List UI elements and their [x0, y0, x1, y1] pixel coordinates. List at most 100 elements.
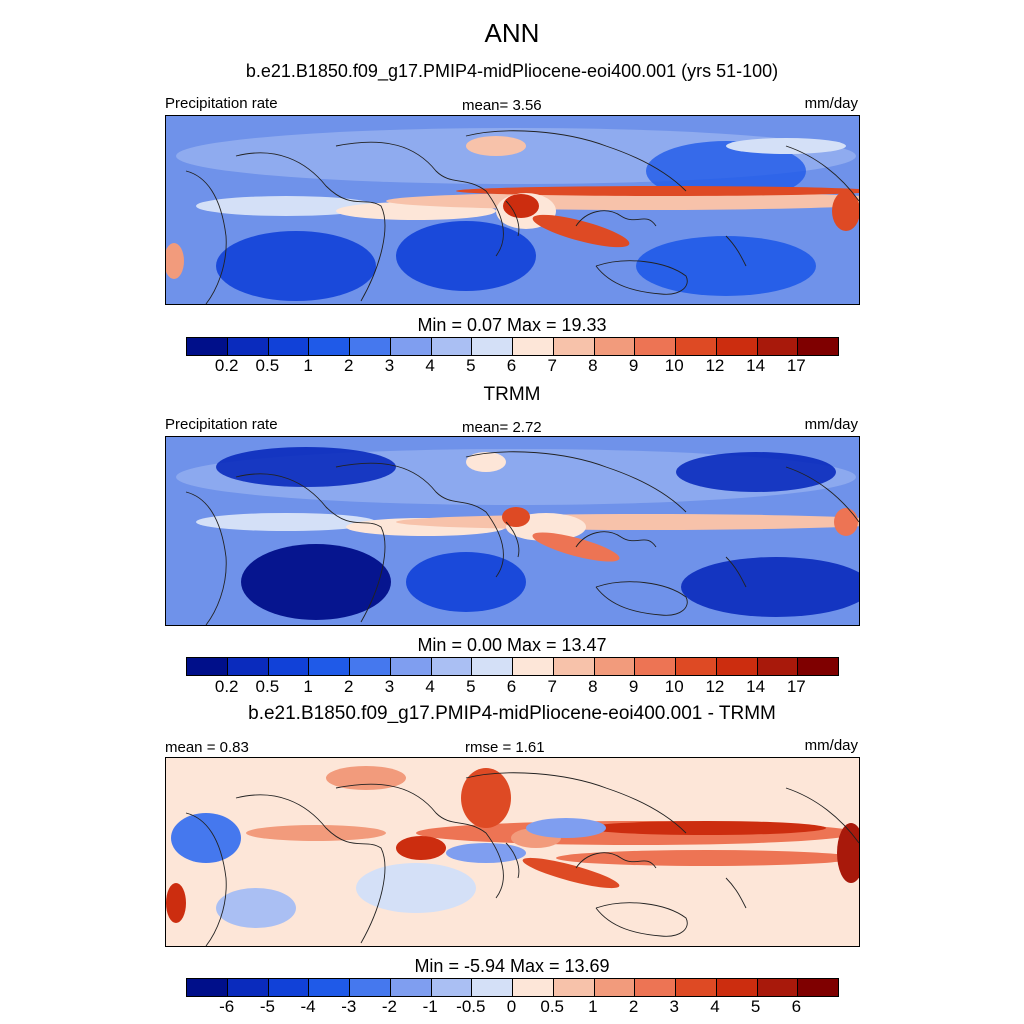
- coastline: [725, 877, 747, 909]
- precip-region: [832, 191, 859, 231]
- colorbar-swatch: [798, 658, 838, 675]
- precip-region: [396, 221, 536, 291]
- colorbar-tick-label: 9: [628, 677, 639, 696]
- colorbar-tick-label: 6: [506, 677, 517, 696]
- precip-region: [503, 194, 539, 218]
- coastline: [505, 200, 520, 237]
- colorbar-swatch: [757, 658, 799, 675]
- panel1-variable-label: Precipitation rate: [165, 95, 278, 112]
- panel2-units-label: mm/day: [804, 416, 858, 433]
- colorbar-tick-label: 5: [466, 356, 476, 375]
- precip-region: [526, 818, 606, 838]
- precip-region: [461, 768, 511, 828]
- colorbar-tick-label: -4: [300, 997, 316, 1016]
- precip-region: [556, 850, 856, 866]
- case-title: b.e21.B1850.f09_g17.PMIP4-midPliocene-eo…: [245, 61, 779, 81]
- colorbar-tick-label: 17: [786, 677, 806, 696]
- colorbar-swatch: [472, 658, 513, 675]
- precip-region: [646, 141, 806, 201]
- colorbar-tick-label: 14: [746, 356, 766, 375]
- colorbar-swatch: [187, 979, 228, 996]
- panel3-colorbar: [186, 978, 839, 997]
- colorbar-tick-label: 3: [384, 356, 395, 375]
- precip-region: [196, 513, 376, 531]
- colorbar-tick-label: -1: [422, 997, 438, 1016]
- colorbar-tick-label: 6: [506, 356, 517, 375]
- map-svg: [166, 116, 859, 304]
- colorbar-swatch: [472, 338, 513, 355]
- colorbar-swatch: [513, 658, 554, 675]
- colorbar-swatch: [431, 658, 473, 675]
- coastline: [595, 581, 688, 616]
- coastline: [575, 852, 657, 869]
- colorbar-tick-label: 5: [466, 677, 476, 696]
- colorbar-tick-label: 2: [344, 677, 354, 696]
- coastline: [465, 772, 687, 834]
- precip-region: [246, 825, 386, 841]
- colorbar-swatch: [390, 658, 432, 675]
- coastline: [505, 521, 520, 558]
- colorbar-tick-label: 4: [710, 997, 720, 1016]
- colorbar-tick-label: 14: [746, 677, 766, 696]
- panel2-title: TRMM: [483, 384, 541, 405]
- precip-region: [446, 843, 526, 863]
- colorbar-swatch: [268, 658, 310, 675]
- colorbar-swatch: [187, 338, 228, 355]
- colorbar-swatch: [553, 979, 595, 996]
- colorbar-tick-label: -3: [341, 997, 357, 1016]
- colorbar-swatch: [635, 338, 676, 355]
- colorbar-swatch: [635, 979, 676, 996]
- colorbar-tick-label: 3: [669, 997, 679, 1016]
- colorbar-swatch: [268, 338, 310, 355]
- colorbar-tick-label: 8: [588, 356, 598, 375]
- coastline: [185, 491, 227, 625]
- colorbar-tick-label: 10: [664, 356, 684, 375]
- colorbar-swatch: [390, 338, 432, 355]
- colorbar-swatch: [350, 338, 391, 355]
- colorbar-swatch: [390, 979, 432, 996]
- precip-region: [216, 231, 376, 301]
- precip-region: [241, 544, 391, 620]
- precip-region: [837, 823, 859, 883]
- precip-region: [456, 186, 859, 196]
- colorbar-swatch: [350, 979, 391, 996]
- colorbar-tick-label: -2: [381, 997, 397, 1016]
- panel2-precip-map: [165, 436, 860, 626]
- precip-region: [166, 243, 184, 279]
- colorbar-swatch: [716, 338, 758, 355]
- coastline: [505, 842, 520, 879]
- colorbar-swatch: [309, 979, 350, 996]
- colorbar-swatch: [798, 338, 838, 355]
- precip-region: [196, 196, 376, 216]
- coastline: [575, 531, 657, 548]
- colorbar-tick-label: 1: [303, 677, 313, 696]
- colorbar-tick-label: 10: [664, 677, 684, 696]
- precip-region: [834, 508, 858, 536]
- figure-title: ANN: [484, 18, 540, 48]
- precip-region: [636, 236, 816, 296]
- colorbar-swatch: [513, 979, 554, 996]
- colorbar-swatch: [431, 979, 473, 996]
- panel3-rmse-label: rmse = 1.61: [465, 739, 545, 756]
- panel2-minmax: Min = 0.00 Max = 13.47: [417, 635, 607, 655]
- panel2-mean-label: mean= 2.72: [462, 419, 542, 436]
- colorbar-swatch: [716, 658, 758, 675]
- colorbar-tick-label: 0.5: [540, 997, 565, 1016]
- colorbar-swatch: [309, 338, 350, 355]
- coastline: [725, 235, 747, 267]
- precip-region: [171, 813, 241, 863]
- colorbar-tick-label: -6: [219, 997, 235, 1016]
- colorbar-tick-label: 12: [705, 356, 725, 375]
- colorbar-swatch: [757, 979, 799, 996]
- colorbar-swatch: [431, 338, 473, 355]
- colorbar-tick-label: 0.2: [214, 677, 239, 696]
- coastline: [465, 130, 687, 192]
- panel1-precip-map: [165, 115, 860, 305]
- colorbar-tick-label: 7: [547, 677, 557, 696]
- colorbar-swatch: [716, 979, 758, 996]
- coastline: [465, 451, 687, 513]
- coastline: [595, 902, 688, 937]
- precip-region: [586, 821, 826, 835]
- colorbar-tick-label: 0.5: [255, 356, 280, 375]
- colorbar-tick-label: 2: [628, 997, 639, 1016]
